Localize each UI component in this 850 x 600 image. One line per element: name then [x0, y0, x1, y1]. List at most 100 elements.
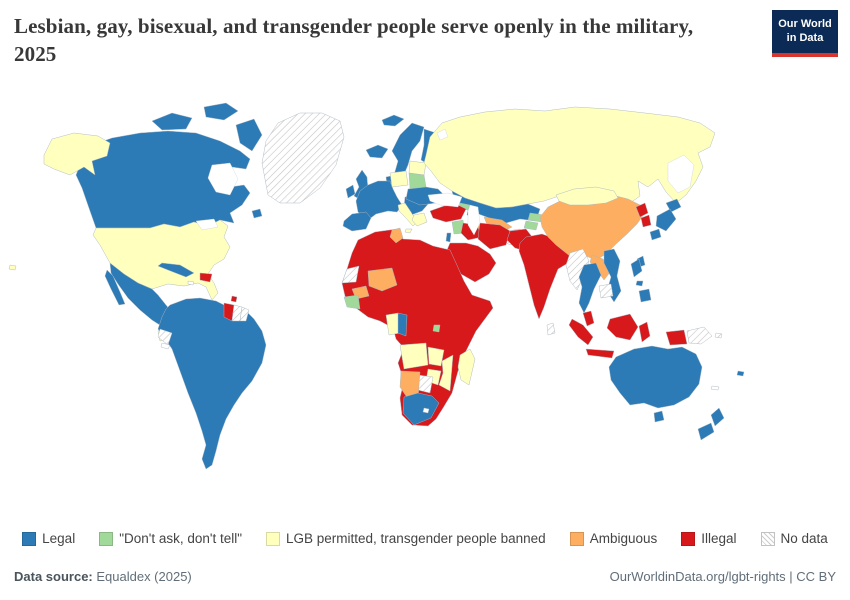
legend-swatch-lgb_permitted: [266, 531, 281, 546]
legend-swatch-legal: [22, 531, 37, 546]
country-poland[interactable]: [389, 170, 409, 188]
country-philippines-luzon[interactable]: [630, 258, 643, 278]
country-greenland[interactable]: [261, 112, 345, 204]
country-philippines-mindanao[interactable]: [638, 288, 652, 303]
country-tunisia[interactable]: [389, 227, 404, 244]
hudson-bay: [207, 162, 239, 196]
country-niger[interactable]: [367, 267, 398, 292]
country-iran[interactable]: [477, 222, 511, 250]
country-laos[interactable]: [589, 254, 612, 281]
legend-item-no_data[interactable]: No data: [760, 531, 828, 546]
page-title: Lesbian, gay, bisexual, and transgender …: [14, 14, 694, 67]
legend-label-dadt: "Don't ask, don't tell": [119, 531, 243, 546]
country-philippines-visayas[interactable]: [635, 280, 644, 287]
country-turkey[interactable]: [429, 204, 467, 223]
country-new-caledonia[interactable]: [710, 385, 720, 391]
country-malaysia-peninsula[interactable]: [582, 310, 595, 327]
country-iceland[interactable]: [365, 144, 389, 159]
legend-label-legal: Legal: [42, 531, 76, 546]
country-canada-baffin[interactable]: [235, 118, 263, 152]
country-sri-lanka[interactable]: [546, 322, 556, 336]
owid-logo-line1: Our World: [778, 18, 832, 30]
country-iberia[interactable]: [342, 211, 372, 232]
country-tasmania[interactable]: [653, 410, 665, 423]
country-canada-arctic2[interactable]: [203, 102, 239, 121]
legend-item-legal[interactable]: Legal: [22, 531, 75, 546]
country-cuba[interactable]: [157, 262, 195, 278]
data-source-value: Equaldex (2025): [92, 569, 192, 584]
country-canada-newfoundland[interactable]: [251, 208, 263, 219]
country-belarus[interactable]: [408, 172, 427, 190]
country-borneo[interactable]: [606, 313, 639, 341]
owid-logo-line2: in Data: [786, 32, 824, 45]
country-java[interactable]: [585, 348, 615, 359]
country-baltics[interactable]: [408, 160, 427, 176]
country-zambia[interactable]: [427, 346, 445, 367]
owid-logo-box: Our World in Data: [772, 10, 838, 53]
country-ireland[interactable]: [345, 184, 356, 199]
country-cambodia[interactable]: [598, 283, 614, 299]
country-sumatra[interactable]: [568, 318, 594, 346]
country-australia[interactable]: [608, 345, 703, 409]
country-fiji[interactable]: [736, 370, 745, 377]
white-sea: [436, 128, 449, 141]
world-map-container: [0, 92, 850, 524]
country-south-america[interactable]: [157, 297, 267, 470]
country-mexico-baja[interactable]: [104, 269, 126, 306]
country-south-africa[interactable]: [402, 392, 440, 426]
chart-footer: Data source: Equaldex (2025) OurWorldinD…: [14, 569, 836, 584]
country-sulawesi[interactable]: [638, 321, 651, 343]
legend-label-lgb_permitted: LGB permitted, transgender people banned: [286, 531, 546, 546]
legend-swatch-dadt: [99, 531, 114, 546]
legend-item-dadt[interactable]: "Don't ask, don't tell": [99, 531, 242, 546]
owid-logo-accent-bar: [772, 52, 838, 57]
country-congo[interactable]: [397, 312, 408, 337]
legend-label-ambiguous: Ambiguous: [589, 531, 658, 546]
country-south-korea[interactable]: [640, 214, 652, 228]
country-jamaica[interactable]: [187, 280, 195, 286]
country-thailand[interactable]: [578, 262, 602, 314]
legend-swatch-no_data: [760, 531, 775, 546]
country-hispaniola[interactable]: [199, 272, 213, 283]
country-israel[interactable]: [445, 232, 452, 243]
country-canada-arctic1[interactable]: [151, 112, 193, 131]
country-greece[interactable]: [411, 212, 428, 227]
world-map[interactable]: [0, 92, 850, 524]
legend-label-illegal: Illegal: [701, 531, 737, 546]
country-ecuador[interactable]: [157, 328, 173, 346]
black-sea: [427, 192, 463, 208]
legend-item-lgb_permitted[interactable]: LGB permitted, transgender people banned: [266, 531, 546, 546]
country-svalbard[interactable]: [381, 114, 405, 127]
country-lesotho[interactable]: [422, 407, 430, 414]
country-mongolia[interactable]: [555, 186, 619, 206]
country-trinidad[interactable]: [230, 295, 238, 303]
country-japan-honshu[interactable]: [655, 208, 677, 232]
country-new-zealand-south[interactable]: [697, 422, 715, 441]
country-japan-hokkaido[interactable]: [665, 198, 682, 213]
country-new-britain[interactable]: [714, 332, 723, 339]
country-norway-sweden[interactable]: [391, 122, 425, 180]
legend-item-ambiguous[interactable]: Ambiguous: [569, 531, 658, 546]
legend-label-no_data: No data: [780, 531, 828, 546]
country-french-guiana[interactable]: [239, 306, 250, 322]
country-mozambique[interactable]: [438, 354, 454, 392]
country-japan-kyushu[interactable]: [649, 228, 662, 241]
country-papua-new-guinea[interactable]: [686, 326, 713, 345]
data-source: Data source: Equaldex (2025): [14, 569, 192, 584]
footer-link[interactable]: OurWorldinData.org/lgbt-rights | CC BY: [609, 569, 836, 584]
country-western-sahara[interactable]: [341, 265, 360, 284]
legend-item-illegal[interactable]: Illegal: [681, 531, 737, 546]
country-madagascar[interactable]: [457, 348, 476, 386]
country-west-papua[interactable]: [665, 329, 688, 346]
country-new-zealand-north[interactable]: [710, 407, 725, 427]
country-north-korea[interactable]: [635, 202, 649, 218]
country-cote-divoire[interactable]: [343, 294, 361, 310]
country-alaska[interactable]: [43, 132, 111, 176]
sea-of-okhotsk: [667, 154, 695, 194]
country-sicily[interactable]: [404, 228, 413, 234]
country-tajikistan[interactable]: [523, 220, 539, 231]
country-hawaii[interactable]: [8, 264, 17, 271]
country-rwanda-burundi[interactable]: [432, 324, 441, 333]
owid-logo[interactable]: Our World in Data: [772, 10, 838, 57]
country-angola[interactable]: [399, 342, 429, 370]
